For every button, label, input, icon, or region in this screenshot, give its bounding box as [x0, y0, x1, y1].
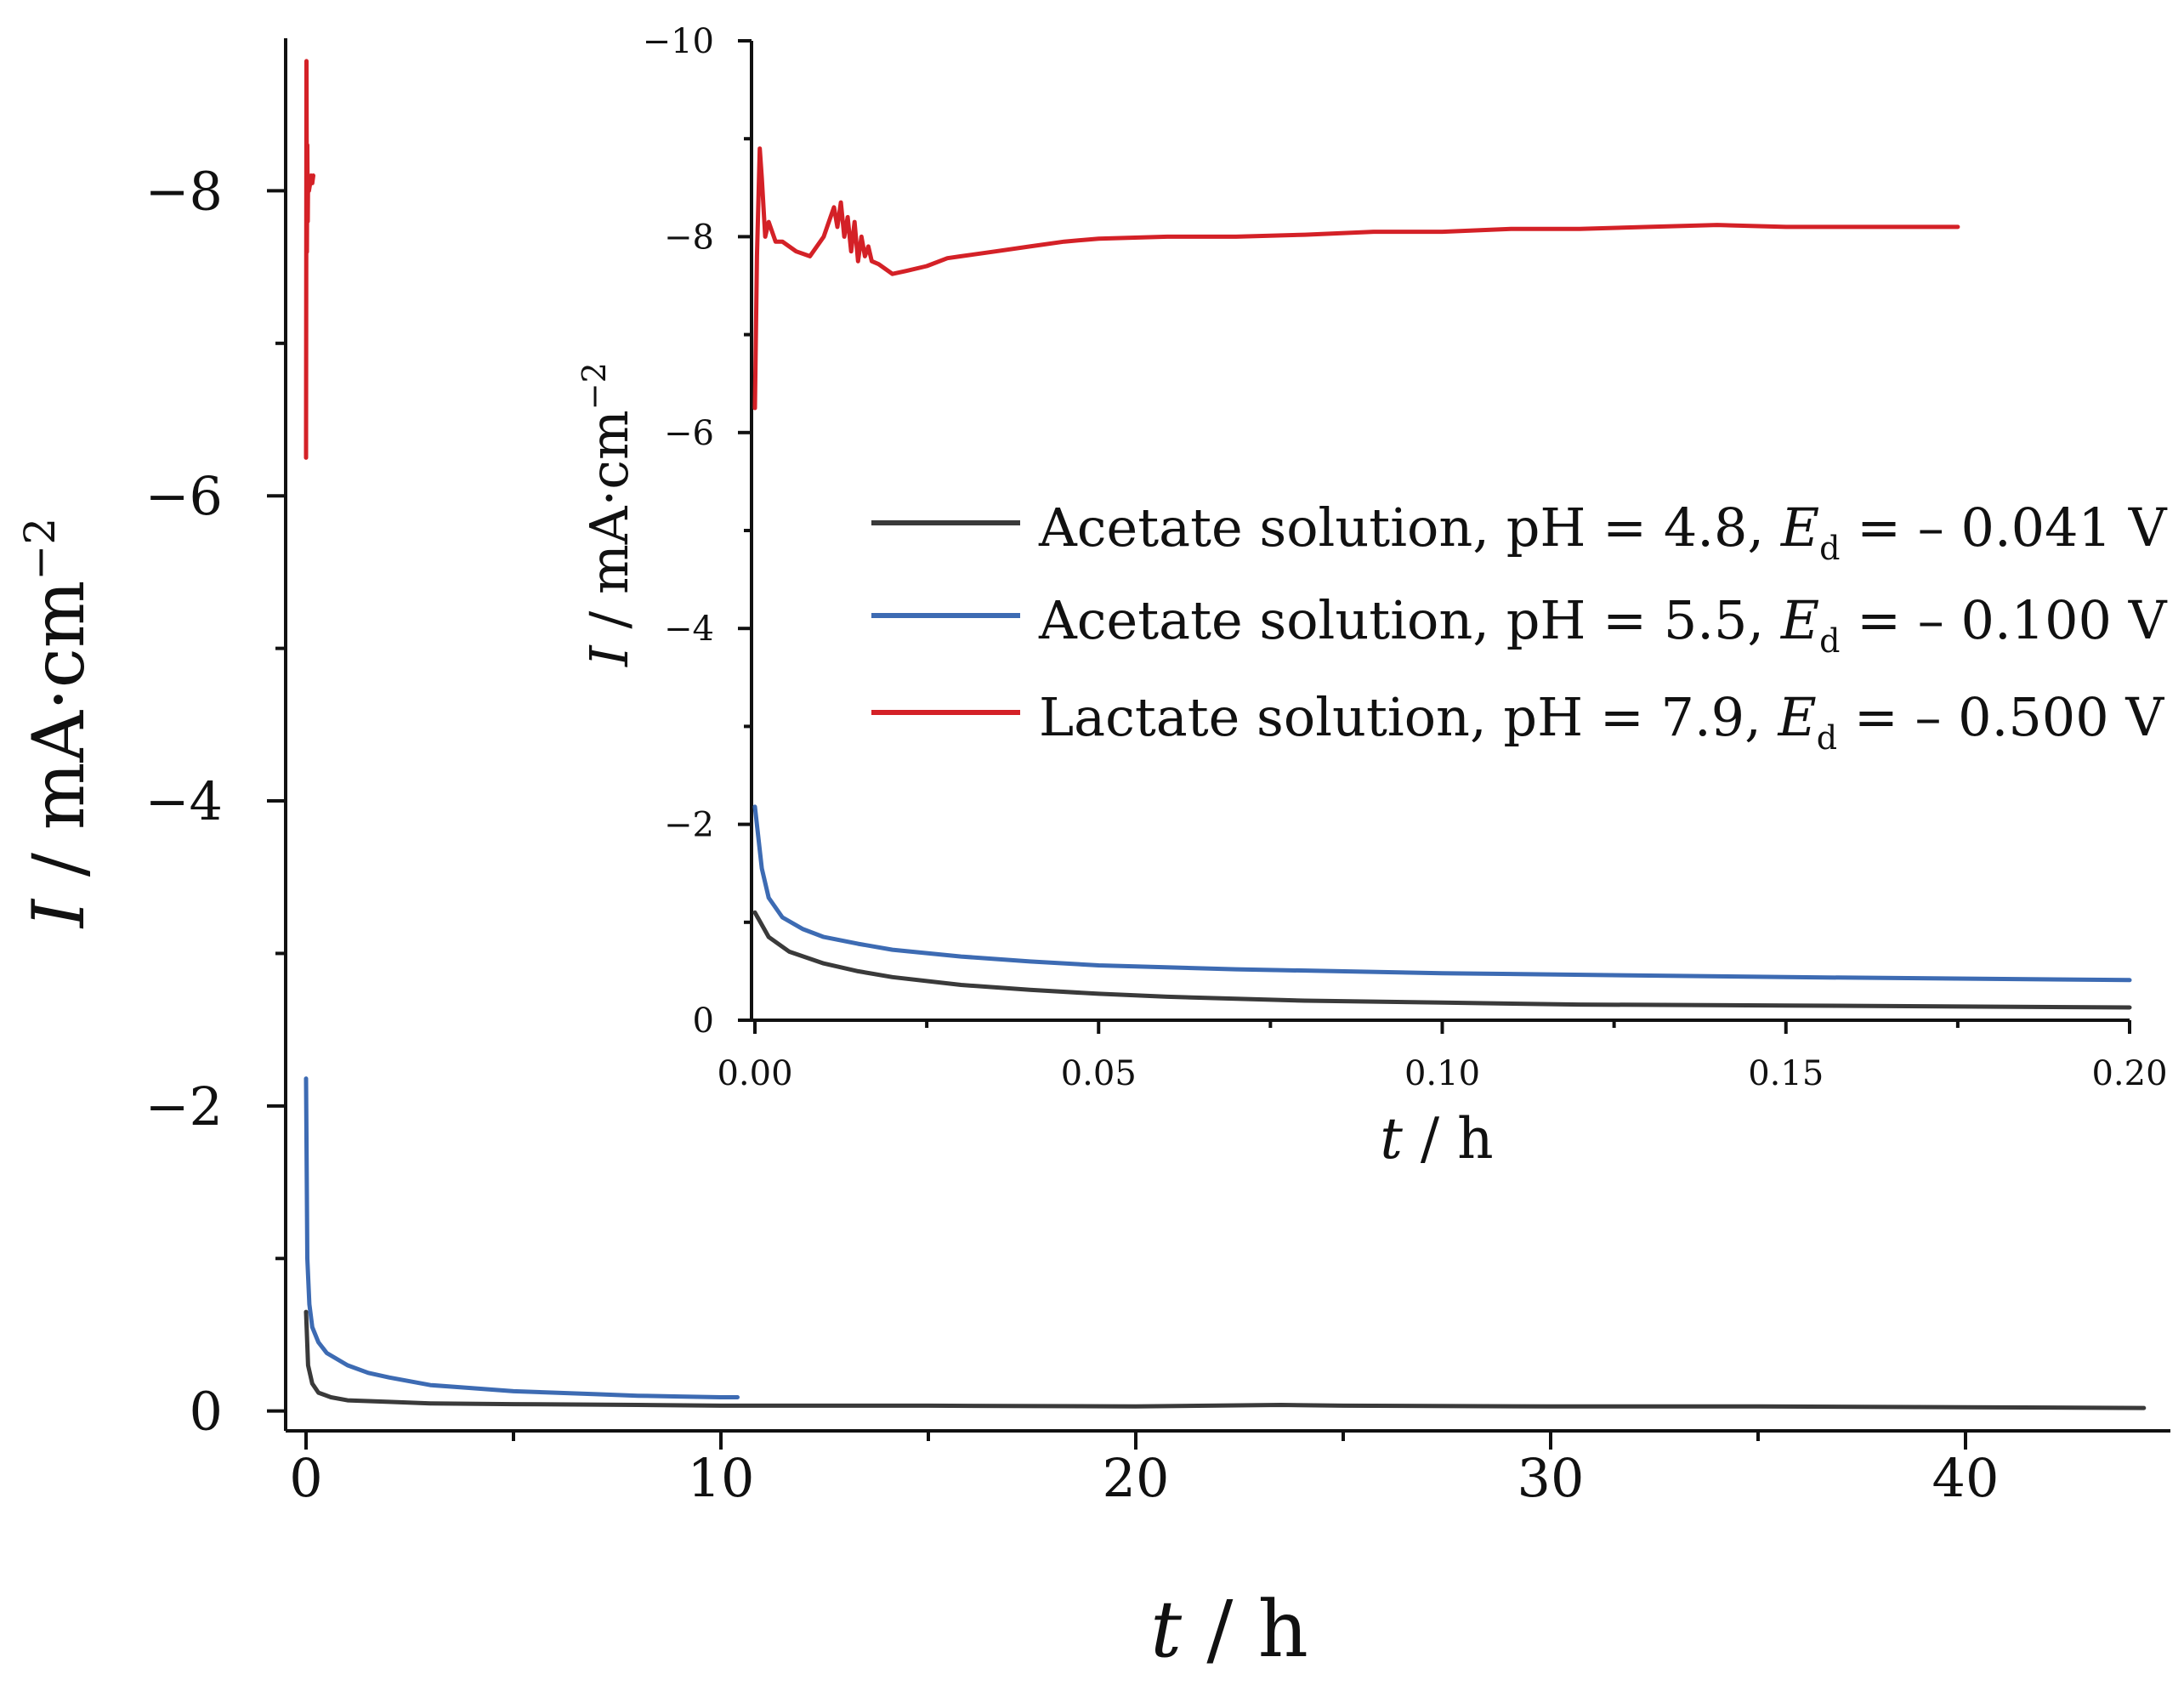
main-series-group	[303, 59, 2147, 1410]
inset-x-axis-label-unit: / h	[1403, 1106, 1494, 1172]
legend-entry: Lactate solution, pH = 7.9, Ed = – 0.500…	[871, 686, 2164, 757]
inset-y-axis-label-unit: / mA·cm	[578, 410, 640, 645]
inset-y-tick-label: 0	[693, 1002, 714, 1041]
legend-label-value: = – 0.100 V	[1840, 589, 2167, 651]
legend-label-symbol: E	[1780, 497, 1819, 559]
main-y-tick-label: −4	[145, 770, 223, 832]
main-series-line-acetate-solution-ph-4-8	[303, 1309, 2147, 1410]
inset-x-tick-label: 0.10	[1404, 1054, 1480, 1093]
legend-label-acetate-4-8: Acetate solution, pH = 4.8, Ed = – 0.041…	[1038, 497, 2168, 567]
inset-series-line-lactate-solution-ph-7-9	[752, 146, 1960, 411]
main-y-tick-label: 0	[190, 1381, 223, 1443]
legend-label-symbol: E	[1778, 686, 1817, 748]
legend-label-value: = – 0.041 V	[1840, 497, 2167, 559]
legend-label-subscript: d	[1817, 719, 1837, 757]
main-series-line-acetate-solution-ph-5-5	[303, 1076, 740, 1399]
main-x-ticks: 0 10 20 30 40	[289, 1431, 1999, 1509]
inset-y-axis-label-exponent: −2	[576, 362, 613, 410]
main-y-ticks: 0 −2 −4 −6 −8	[145, 160, 286, 1443]
main-x-axis-label: t / h	[1150, 1584, 1308, 1675]
legend-entry: Acetate solution, pH = 5.5, Ed = – 0.100…	[871, 589, 2168, 660]
main-x-tick-label: 40	[1932, 1447, 2000, 1509]
main-x-axis-label-symbol: t	[1150, 1584, 1183, 1675]
main-x-tick-label: 10	[688, 1447, 755, 1509]
main-x-tick-label: 20	[1103, 1447, 1170, 1509]
main-y-tick-label: −8	[145, 160, 223, 222]
inset-x-axis-label-symbol: t	[1380, 1106, 1403, 1172]
legend-label-acetate-5-5: Acetate solution, pH = 5.5, Ed = – 0.100…	[1038, 589, 2168, 660]
main-y-tick-label: −6	[145, 465, 223, 527]
legend-label-subscript: d	[1819, 622, 1840, 660]
inset-y-tick-label: −4	[664, 610, 714, 649]
main-series-line-lactate-solution-ph-7-9	[303, 59, 315, 460]
inset-plot: 0.00 0.05 0.10 0.15 0.20 0−2−4−6−8−10 t / h …	[576, 22, 2168, 1172]
inset-series-line-acetate-solution-ph-5-5	[752, 804, 2132, 983]
legend-label-symbol: E	[1780, 589, 1819, 651]
main-y-axis-label-unit: / mA·cm	[17, 581, 100, 899]
main-y-axis-label-exponent: −2	[15, 518, 65, 581]
inset-y-tick-label: −8	[664, 218, 714, 257]
main-y-axis-label: I / mA·cm−2	[15, 518, 100, 929]
inset-y-tick-label: −6	[664, 414, 714, 453]
inset-x-tick-label: 0.05	[1061, 1054, 1137, 1093]
inset-x-ticks: 0.00 0.05 0.10 0.15 0.20	[717, 1020, 2168, 1093]
inset-y-tick-label: −2	[664, 806, 714, 845]
main-x-tick-label: 30	[1517, 1447, 1585, 1509]
main-x-tick-label: 0	[289, 1447, 322, 1509]
legend-label-value: = – 0.500 V	[1837, 686, 2164, 748]
legend-entry: Acetate solution, pH = 4.8, Ed = – 0.041…	[871, 497, 2168, 567]
inset-series-line-acetate-solution-ph-4-8	[752, 910, 2132, 1010]
inset-x-tick-label: 0.00	[717, 1054, 792, 1093]
inset-x-tick-label: 0.20	[2091, 1054, 2167, 1093]
main-y-axis-label-symbol: I	[17, 898, 100, 929]
legend-label-subscript: d	[1819, 530, 1840, 567]
inset-x-axis-label: t / h	[1380, 1106, 1493, 1172]
inset-y-tick-label: −10	[643, 22, 714, 61]
legend-label-lactate-7-9: Lactate solution, pH = 7.9, Ed = – 0.500…	[1039, 686, 2164, 757]
inset-y-ticks: 0 −2 −4 −6 −8 −10	[643, 22, 752, 1041]
main-x-axis-label-unit: / h	[1182, 1584, 1308, 1675]
inset-y-axis-label: I / mA·cm−2	[576, 362, 640, 667]
legend-label-text: Lactate solution, pH = 7.9,	[1039, 686, 1778, 748]
legend-label-text: Acetate solution, pH = 4.8,	[1038, 497, 1781, 559]
legend: Acetate solution, pH = 4.8, Ed = – 0.041…	[871, 497, 2168, 757]
main-plot: 0 10 20 30 40 0−2−4−6−8 t / h I / mA·cm−2	[15, 38, 2170, 1675]
main-y-tick-label: −2	[145, 1075, 223, 1138]
legend-label-text: Acetate solution, pH = 5.5,	[1038, 589, 1781, 651]
inset-x-tick-label: 0.15	[1748, 1054, 1824, 1093]
inset-y-axis-label-symbol: I	[578, 644, 640, 667]
inset-series-group	[752, 146, 2132, 1010]
